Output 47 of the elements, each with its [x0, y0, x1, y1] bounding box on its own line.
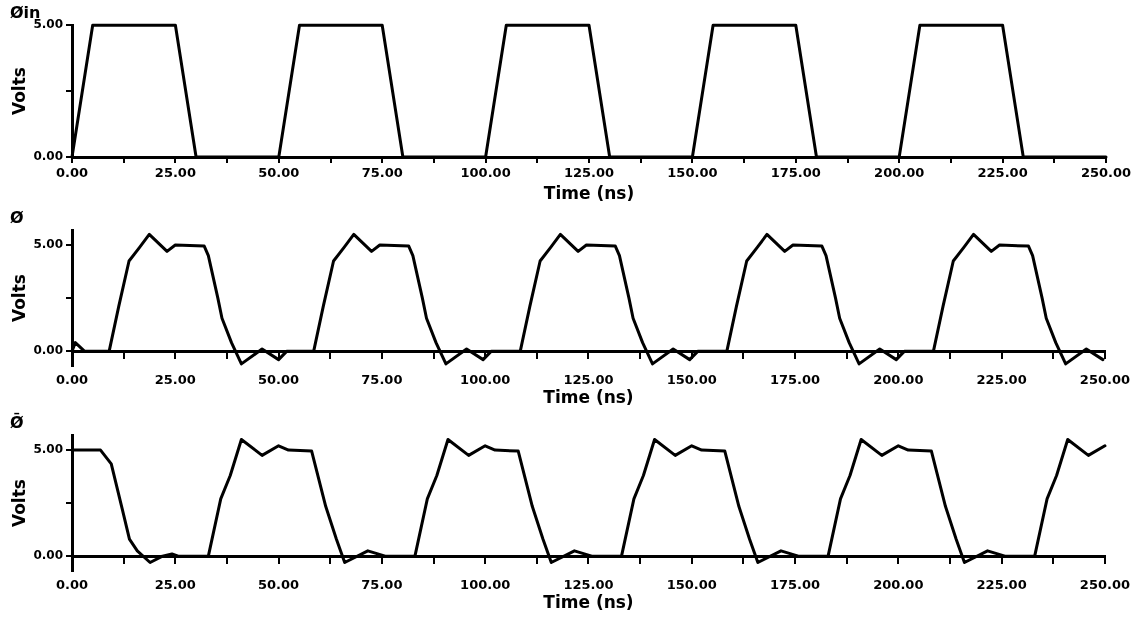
x-tick-label: 75.00	[361, 372, 403, 388]
x-tick-label: 175.00	[769, 372, 821, 388]
x-axis-title: Time (ns)	[543, 386, 634, 407]
x-tick-label: 25.00	[154, 372, 196, 388]
x-tick-label: 0.00	[55, 165, 89, 181]
y-axis-title: Volts	[8, 67, 29, 116]
y-tick-label: 5.00	[33, 17, 64, 32]
x-tick-label: 150.00	[666, 577, 717, 593]
x-tick-label: 200.00	[874, 165, 925, 181]
y-axis-title: Volts	[8, 274, 29, 323]
x-tick-label: 0.00	[55, 577, 89, 593]
x-tick-label: 250.00	[1079, 372, 1130, 388]
x-tick-label: 25.00	[154, 577, 196, 593]
x-tick-label: 125.00	[563, 372, 614, 388]
y-tick-label: 0.00	[33, 343, 64, 358]
y-tick-label: 5.00	[33, 442, 64, 457]
x-tick-label: 200.00	[873, 577, 924, 593]
x-tick-label: 100.00	[460, 165, 511, 181]
chart-title: Ø	[10, 207, 24, 227]
x-tick-label: 125.00	[563, 165, 615, 181]
y-tick-label: 0.00	[33, 149, 64, 164]
x-tick-label: 100.00	[460, 372, 511, 388]
x-tick-label: 150.00	[666, 372, 717, 388]
x-tick-label: 250.00	[1079, 577, 1130, 593]
x-tick-label: 50.00	[258, 165, 300, 181]
x-tick-label: 75.00	[361, 165, 403, 181]
x-axis-title: Time (ns)	[543, 591, 634, 612]
x-tick-label: 225.00	[976, 577, 1027, 593]
x-tick-label: 25.00	[154, 165, 196, 181]
x-axis-title: Time (ns)	[543, 183, 635, 204]
x-tick-label: 100.00	[460, 577, 511, 593]
x-tick-label: 200.00	[873, 372, 924, 388]
x-tick-label: 175.00	[769, 577, 821, 593]
x-tick-label: 50.00	[258, 577, 300, 593]
x-tick-label: 175.00	[770, 165, 821, 181]
chart-title: Ø̄	[10, 411, 24, 432]
y-axis-title: Volts	[8, 479, 29, 528]
x-tick-label: 225.00	[977, 165, 1028, 181]
x-tick-label: 150.00	[667, 165, 718, 181]
y-tick-label: 5.00	[33, 237, 64, 252]
x-tick-label: 125.00	[563, 577, 614, 593]
x-tick-label: 225.00	[976, 372, 1027, 388]
x-tick-label: 75.00	[361, 577, 403, 593]
x-tick-label: 250.00	[1080, 165, 1132, 181]
x-tick-label: 50.00	[258, 372, 300, 388]
y-tick-label: 0.00	[33, 548, 64, 563]
x-tick-label: 0.00	[55, 372, 89, 388]
